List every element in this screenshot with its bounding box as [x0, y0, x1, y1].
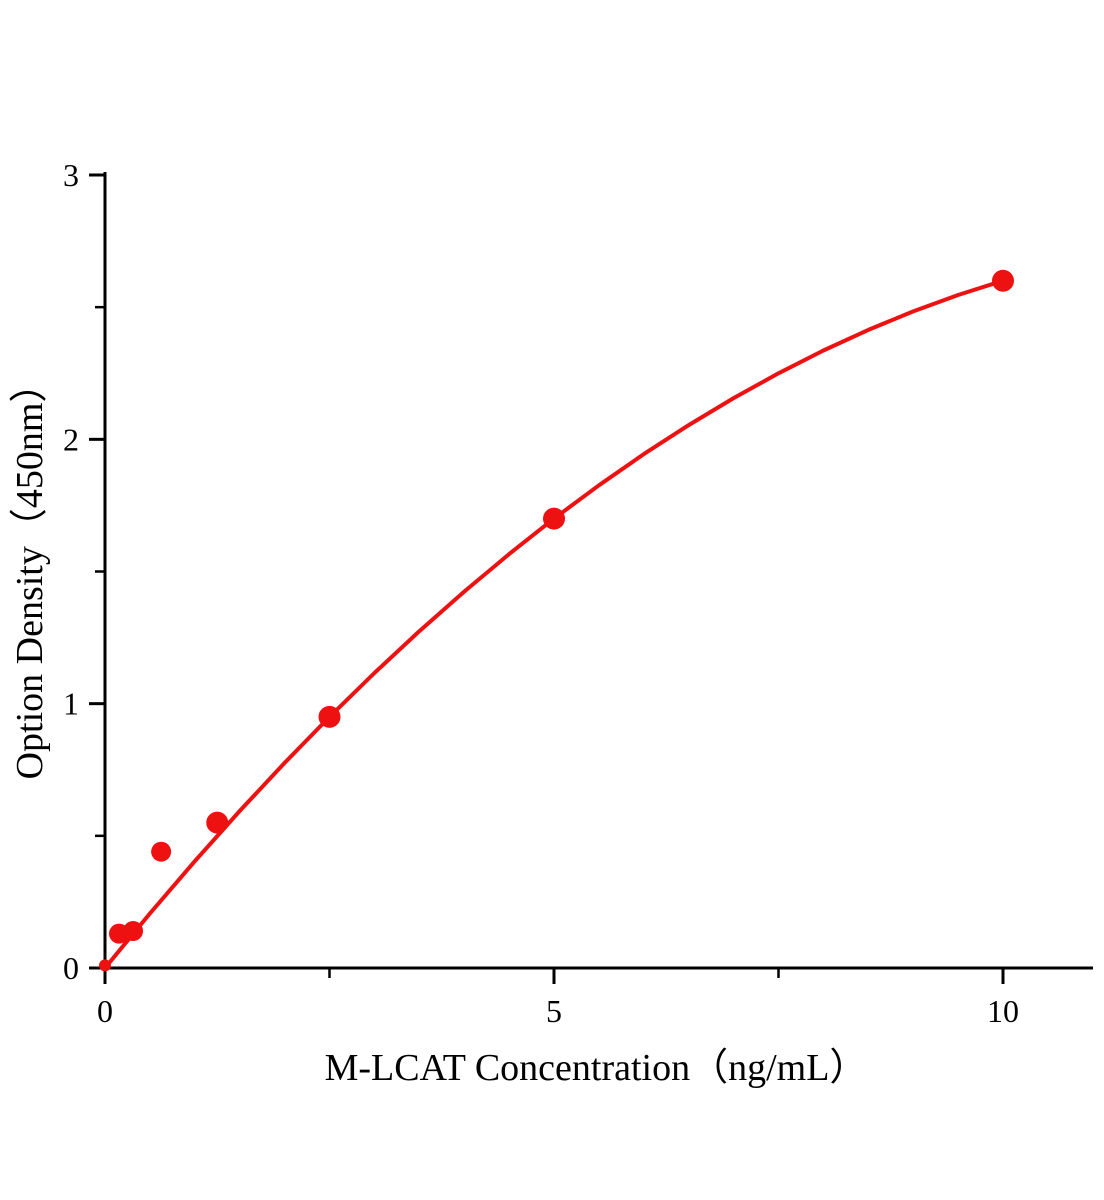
data-point	[123, 920, 144, 941]
y-tick-label: 3	[63, 157, 79, 193]
x-tick-label: 5	[546, 993, 562, 1029]
y-tick-label: 2	[63, 421, 79, 457]
x-axis-title: M-LCAT Concentration（ng/mL）	[325, 1047, 868, 1089]
data-point	[151, 841, 172, 862]
y-axis-title: Option Density（450nm）	[9, 365, 51, 780]
data-point	[99, 959, 111, 972]
data-point	[206, 811, 229, 834]
x-tick-label: 0	[97, 993, 113, 1029]
data-point	[318, 705, 341, 728]
data-point	[543, 507, 565, 530]
plot-area: 0 5 10 0 1 2 3	[63, 157, 1093, 1029]
x-tick-label: 10	[987, 993, 1019, 1029]
y-tick-label: 1	[63, 686, 79, 722]
y-tick-label: 0	[63, 950, 79, 986]
fit-curve	[103, 278, 1005, 970]
data-point	[992, 269, 1014, 292]
